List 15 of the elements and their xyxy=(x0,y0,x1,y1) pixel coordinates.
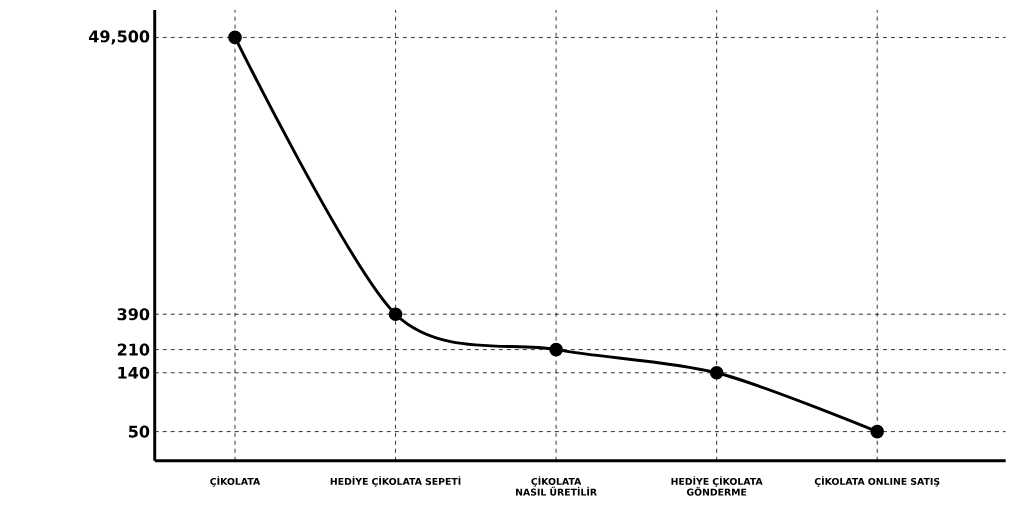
x-tick-label: ÇİKOLATA NASIL ÜRETİLİR xyxy=(516,476,597,496)
point xyxy=(870,424,885,439)
point xyxy=(709,365,724,380)
y-tick-label: 390 xyxy=(117,308,150,321)
point xyxy=(549,342,563,357)
y-tick-label: 50 xyxy=(128,425,150,438)
y-tick-label: 140 xyxy=(118,366,150,379)
x-tick-label: ÇİKOLATA ONLINE SATIŞ xyxy=(814,476,940,487)
x-tick-label: HEDİYE ÇİKOLATA GÖNDERME xyxy=(671,476,763,496)
point xyxy=(228,30,242,45)
x-tick-label: HEDİYE ÇİKOLATA SEPETİ xyxy=(330,476,461,487)
x-tick-label: ÇİKOLATA xyxy=(210,476,261,487)
point xyxy=(388,307,403,321)
y-tick-label: 210 xyxy=(117,343,150,356)
y-tick-label: 49,500 xyxy=(88,30,150,45)
